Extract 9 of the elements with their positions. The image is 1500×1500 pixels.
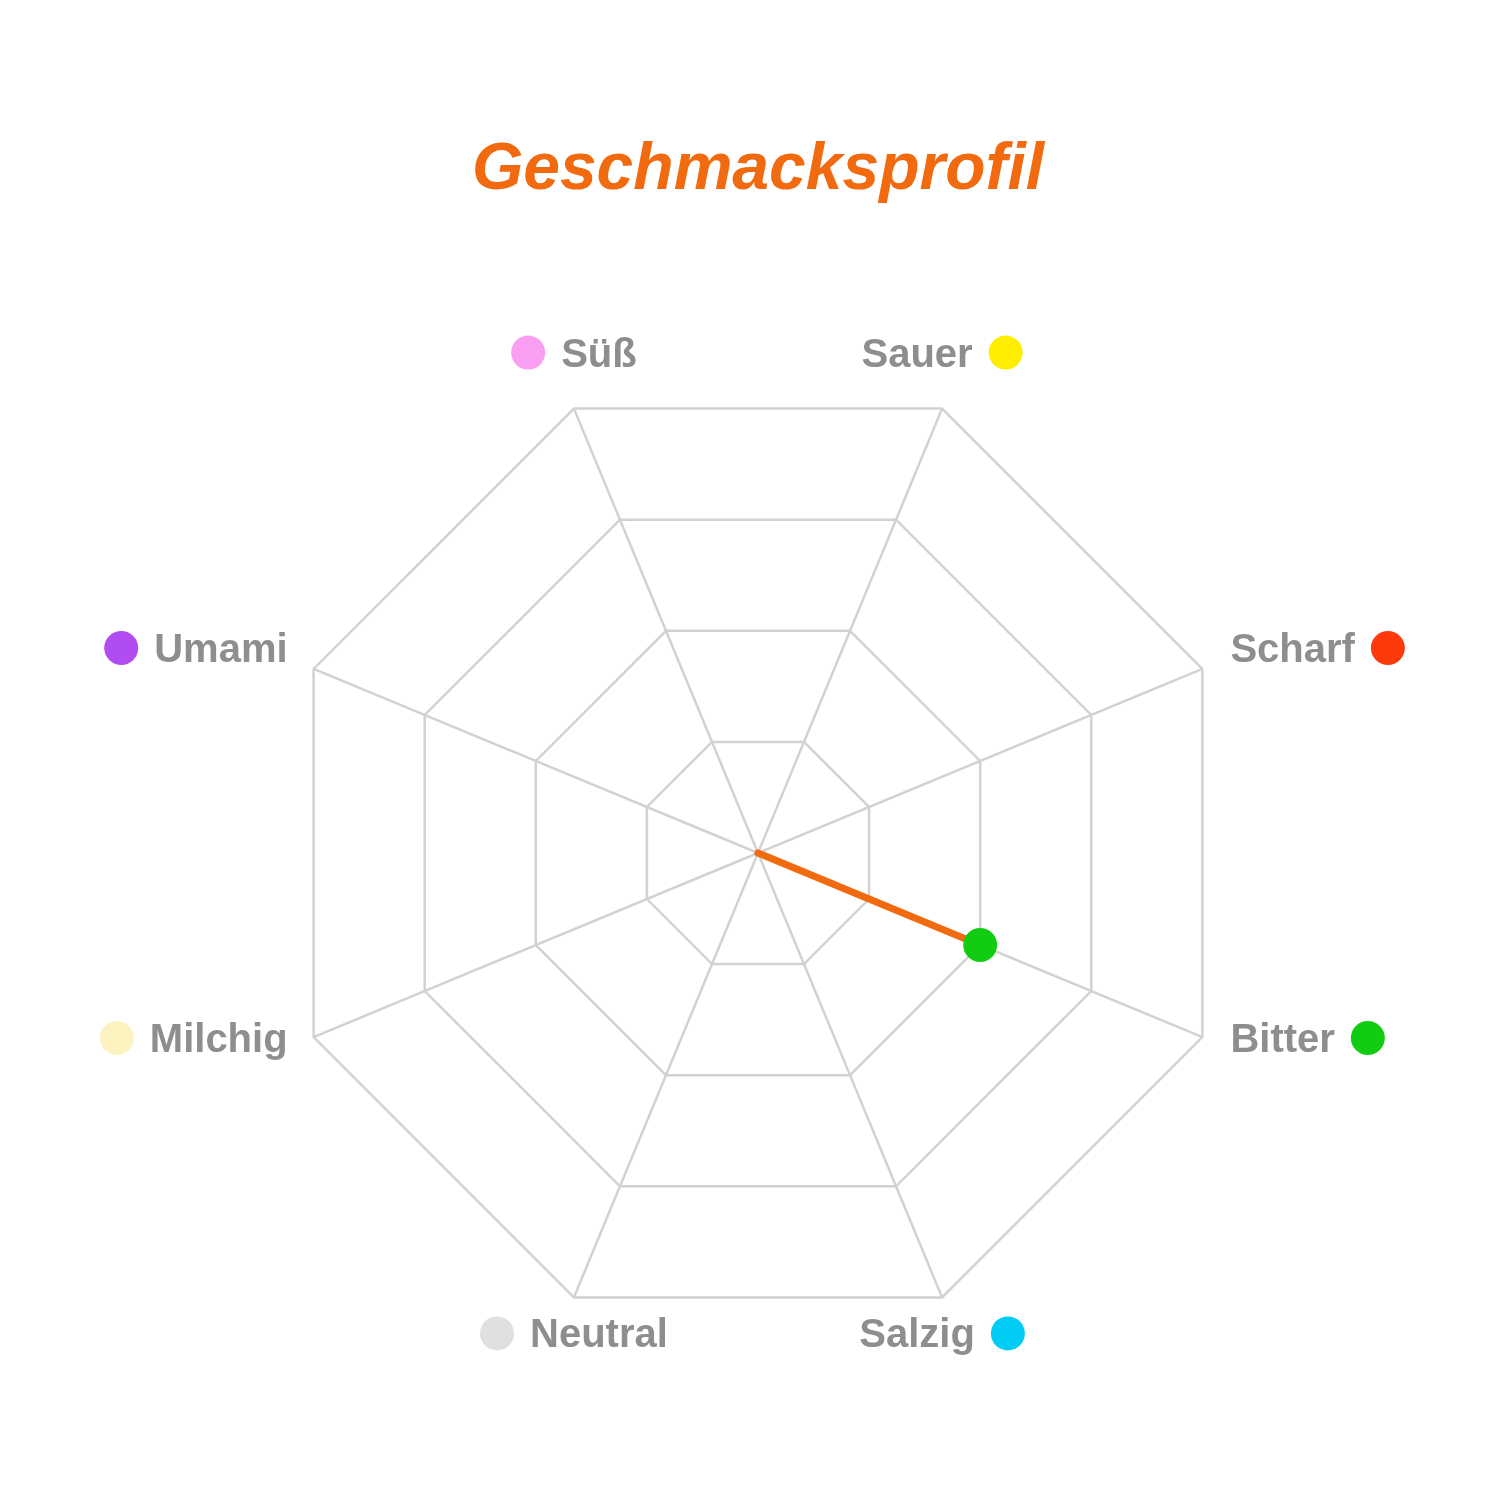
spoke-label: Bitter — [1230, 1016, 1335, 1061]
chart-title: Geschmacksprofil — [470, 128, 1046, 204]
spoke-label: Milchig — [149, 1016, 288, 1061]
spoke-label: Umami — [154, 625, 288, 670]
spoke-label: Sauer — [861, 330, 973, 375]
spoke-label: Salzig — [859, 1311, 975, 1356]
spoke-label: Neutral — [530, 1311, 668, 1356]
spoke-label: Süß — [561, 330, 637, 375]
spoke-label: Scharf — [1230, 625, 1356, 670]
